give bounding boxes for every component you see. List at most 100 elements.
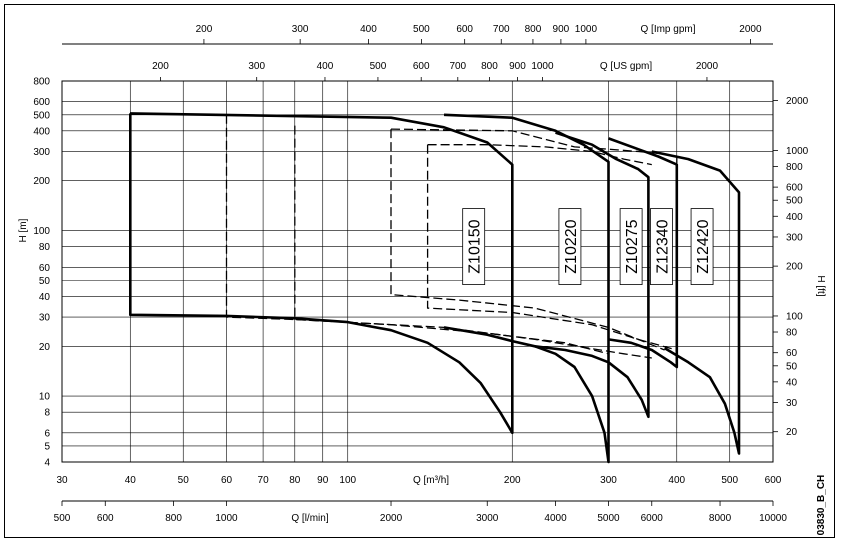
x-tick-label-m3h: 70 (258, 475, 270, 486)
x-axis-label-usgpm: Q [US gpm] (600, 61, 652, 72)
y-tick-label-ft: 20 (786, 427, 798, 438)
x-tick-label-usgpm: 1000 (531, 61, 554, 72)
y-tick-label-ft: 30 (786, 398, 798, 409)
x-tick-label-usgpm: 200 (152, 61, 169, 72)
y-tick-label-ft: 2000 (786, 96, 809, 107)
x-tick-label-impgpm: 600 (456, 24, 473, 35)
x-tick-label-m3h: 80 (289, 475, 301, 486)
y-tick-label-ft: 200 (786, 262, 803, 273)
y-tick-label-m: 60 (39, 263, 51, 274)
y-tick-label-m: 6 (44, 428, 50, 439)
x-tick-label-lmin: 2000 (380, 513, 403, 524)
series-Z10150 (129, 112, 514, 435)
x-tick-label-m3h: 100 (339, 475, 356, 486)
x-tick-label-lmin: 6000 (641, 513, 664, 524)
x-tick-label-lmin: 500 (54, 513, 71, 524)
x-tick-label-m3h: 40 (125, 475, 137, 486)
model-label: Z10150 (467, 219, 484, 273)
y-tick-label-ft: 1000 (786, 146, 809, 157)
y-tick-label-ft: 100 (786, 311, 803, 322)
y-tick-label-m: 300 (33, 147, 50, 158)
chart-frame (4, 4, 835, 538)
x-tick-label-lmin: 600 (97, 513, 114, 524)
x-tick-label-m3h: 50 (178, 475, 190, 486)
y-tick-label-m: 100 (33, 226, 50, 237)
model-label-frame (558, 208, 582, 285)
y-tick-label-ft: 60 (786, 348, 798, 359)
plot-border (61, 80, 774, 463)
y-tick-label-m: 8 (44, 408, 50, 419)
x-tick-label-m3h: 60 (221, 475, 233, 486)
x-axis-label-m3h: Q [m³/h] (413, 475, 449, 486)
x-tick-label-usgpm: 300 (248, 61, 265, 72)
model-label-frame (462, 208, 486, 285)
x-tick-label-lmin: 8000 (709, 513, 732, 524)
y-tick-label-m: 200 (33, 176, 50, 187)
y-tick-label-m: 20 (39, 342, 51, 353)
y-tick-label-ft: 600 (786, 183, 803, 194)
y-tick-label-ft: 300 (786, 232, 803, 243)
y-tick-label-m: 5 (44, 441, 50, 452)
x-tick-label-lmin: 3000 (476, 513, 499, 524)
y-tick-label-m: 10 (39, 392, 51, 403)
series-Z10220 (443, 113, 610, 464)
model-label-box: Z12340 (650, 208, 673, 285)
x-tick-label-impgpm: 400 (360, 24, 377, 35)
y-axis-label-ft: H [ft] (815, 275, 826, 296)
model-label: Z12420 (695, 219, 712, 273)
series-dashed-6 (294, 125, 652, 359)
model-label: Z12340 (654, 219, 671, 273)
series-dashed-7 (390, 128, 678, 354)
model-label: Z10275 (624, 219, 641, 273)
model-label-frame (650, 208, 673, 285)
x-tick-label-m3h: 200 (504, 475, 521, 486)
y-tick-label-ft: 500 (786, 196, 803, 207)
x-tick-label-impgpm: 1000 (575, 24, 598, 35)
model-label-box: Z10150 (462, 208, 486, 285)
x-tick-label-m3h: 400 (668, 475, 685, 486)
model-label-box: Z10275 (619, 208, 643, 285)
x-tick-label-impgpm: 200 (196, 24, 213, 35)
x-tick-label-impgpm: 800 (525, 24, 542, 35)
x-axis-label-impgpm: Q [Imp gpm] (640, 24, 695, 35)
x-tick-label-impgpm: 300 (292, 24, 309, 35)
x-tick-label-usgpm: 700 (449, 61, 466, 72)
x-tick-label-usgpm: 600 (413, 61, 430, 72)
y-tick-label-m: 80 (39, 242, 51, 253)
x-tick-label-impgpm: 2000 (739, 24, 762, 35)
y-tick-label-ft: 80 (786, 328, 798, 339)
x-tick-label-lmin: 4000 (544, 513, 567, 524)
x-tick-label-m3h: 300 (600, 475, 617, 486)
y-tick-label-m: 400 (33, 126, 50, 137)
series-dashed-10 (426, 144, 677, 351)
y-tick-label-ft: 50 (786, 361, 798, 372)
x-tick-label-usgpm: 2000 (696, 61, 719, 72)
y-tick-label-m: 500 (33, 110, 50, 121)
x-tick-label-usgpm: 500 (370, 61, 387, 72)
y-tick-label-m: 800 (33, 77, 50, 88)
model-label-box: Z12420 (690, 208, 714, 285)
model-label: Z10220 (563, 219, 580, 273)
y-tick-label-ft: 800 (786, 162, 803, 173)
y-tick-label-m: 40 (39, 292, 51, 303)
x-tick-label-m3h: 30 (56, 475, 68, 486)
y-tick-label-m: 600 (33, 97, 50, 108)
y-tick-label-m: 4 (44, 458, 50, 469)
y-tick-label-ft: 400 (786, 212, 803, 223)
model-label-frame (619, 208, 643, 285)
x-tick-label-m3h: 600 (765, 475, 782, 486)
x-tick-label-usgpm: 900 (509, 61, 526, 72)
x-tick-label-lmin: 10000 (759, 513, 787, 524)
x-tick-label-usgpm: 400 (317, 61, 334, 72)
x-tick-label-m3h: 500 (721, 475, 738, 486)
x-tick-label-m3h: 90 (317, 475, 329, 486)
series-Z12420 (651, 150, 741, 455)
y-axis-label-m: H [m] (18, 218, 29, 242)
x-tick-label-lmin: 1000 (215, 513, 238, 524)
x-tick-label-lmin: 800 (165, 513, 182, 524)
x-tick-label-usgpm: 800 (481, 61, 498, 72)
x-tick-label-lmin: 5000 (597, 513, 620, 524)
model-label-box: Z10220 (558, 208, 582, 285)
x-axis-label-lmin: Q [l/min] (291, 513, 328, 524)
